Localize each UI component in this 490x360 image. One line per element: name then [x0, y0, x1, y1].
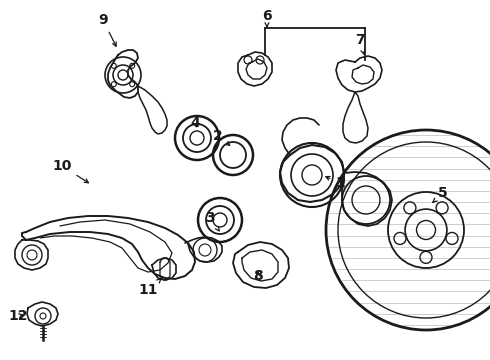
- Text: 5: 5: [433, 186, 448, 202]
- Text: 12: 12: [8, 309, 28, 323]
- Text: 6: 6: [262, 9, 272, 27]
- Text: 7: 7: [355, 33, 365, 54]
- Text: 2: 2: [213, 129, 230, 145]
- Text: 1: 1: [326, 176, 345, 190]
- Text: 4: 4: [190, 116, 200, 130]
- Text: 10: 10: [52, 159, 89, 183]
- Text: 8: 8: [253, 269, 263, 283]
- Text: 9: 9: [98, 13, 116, 46]
- Text: 3: 3: [205, 211, 219, 231]
- Text: 11: 11: [138, 278, 162, 297]
